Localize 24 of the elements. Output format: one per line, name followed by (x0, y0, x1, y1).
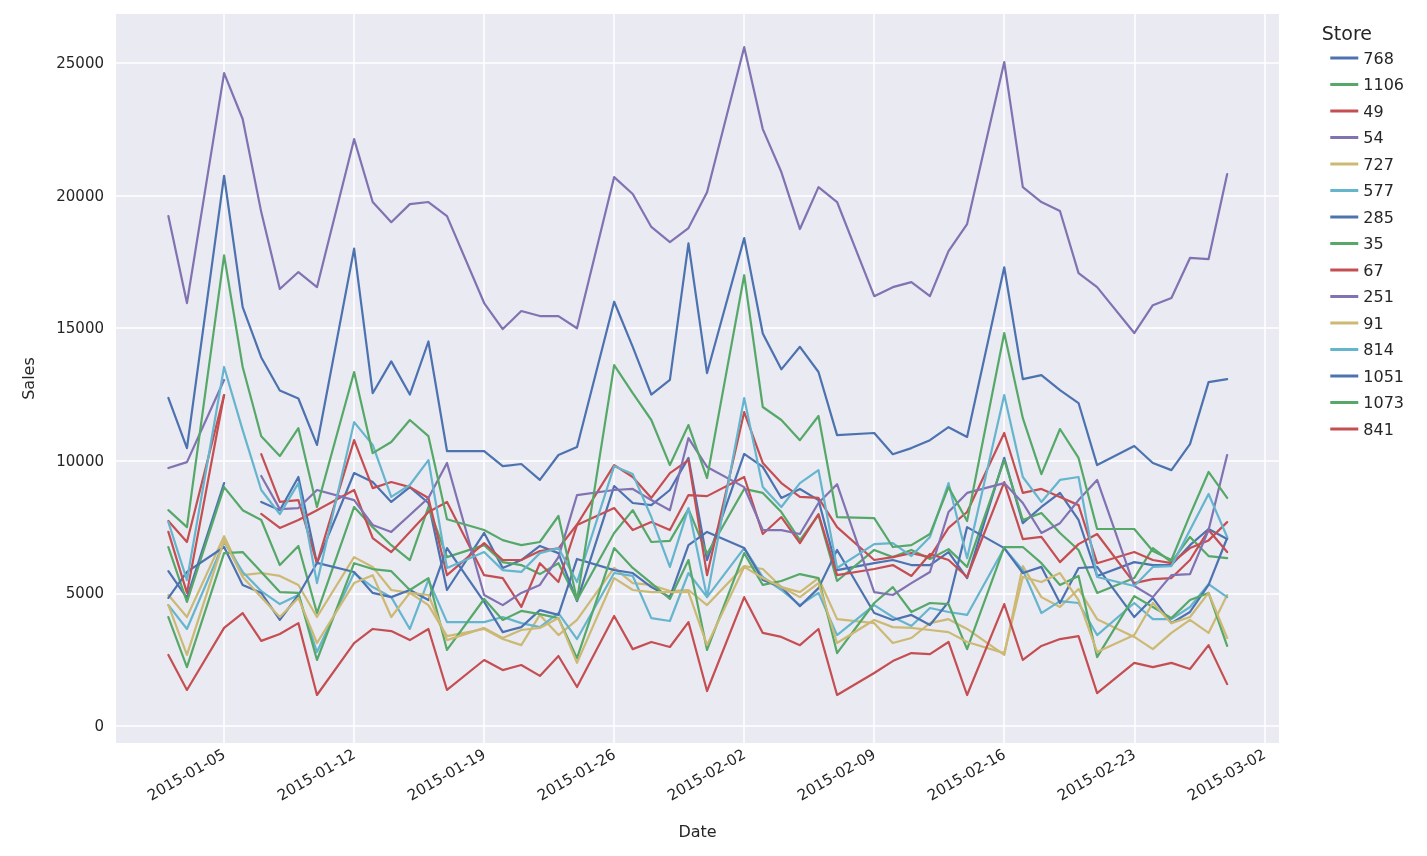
legend-label: 768 (1363, 48, 1394, 68)
x-axis-title: Date (678, 821, 717, 841)
legend-label: 1073 (1363, 393, 1404, 412)
legend-title: Store (1321, 21, 1372, 44)
legend-label: 727 (1363, 154, 1394, 174)
legend-label: 1106 (1363, 75, 1404, 94)
legend-label: 251 (1363, 287, 1394, 306)
y-tick-label: 25000 (56, 54, 104, 73)
legend-label: 285 (1363, 207, 1394, 227)
legend-label: 841 (1363, 419, 1394, 439)
legend-label: 577 (1363, 181, 1394, 200)
y-tick-label: 20000 (56, 186, 104, 205)
y-tick-label: 15000 (56, 319, 104, 338)
legend-label: 814 (1363, 340, 1394, 359)
legend-label: 49 (1363, 101, 1384, 121)
y-tick-label: 10000 (56, 451, 104, 470)
y-tick-label: 5000 (65, 584, 104, 603)
legend-label: 54 (1363, 128, 1384, 147)
legend-label: 35 (1363, 234, 1384, 253)
legend-label: 91 (1363, 313, 1384, 333)
y-tick-label: 0 (94, 717, 104, 736)
legend-label: 1051 (1363, 366, 1404, 386)
legend-label: 67 (1363, 260, 1384, 280)
y-axis-title: Sales (18, 357, 38, 400)
